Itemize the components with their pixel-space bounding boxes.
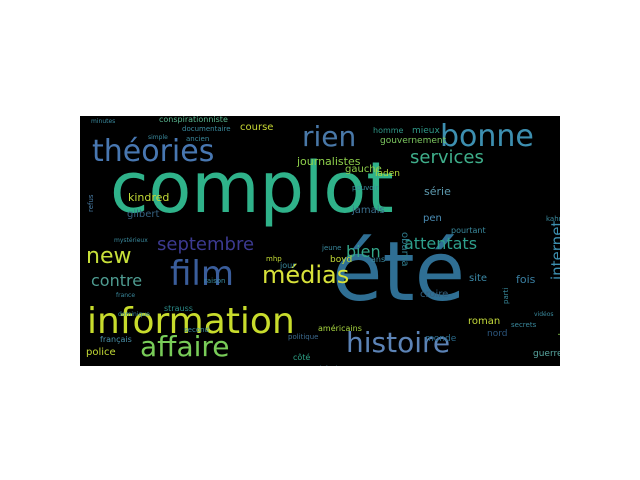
word-internet: internet	[548, 221, 560, 280]
word-france: france	[116, 292, 135, 299]
word-vidéos: vidéos	[534, 311, 554, 318]
word-homme: homme	[373, 126, 404, 135]
word-parti: parti	[502, 288, 510, 304]
word-croire: croire	[420, 289, 448, 300]
word-kindred: kindred	[128, 191, 169, 204]
word-cloud: complot été information histoire théories bon…	[80, 116, 560, 366]
word-pen: pen	[423, 213, 442, 224]
word-strauss: strauss	[164, 304, 193, 313]
word-york: york	[558, 329, 560, 350]
word-pouvoir: pouvoir	[352, 184, 379, 192]
word-jamais: jamais	[351, 205, 385, 216]
word-simple: simple	[148, 134, 168, 141]
word-contre: contre	[91, 271, 142, 290]
word-côté: côté	[293, 352, 310, 362]
word-ancien: ancien	[186, 135, 209, 143]
word-américains: américains	[318, 323, 362, 333]
word-dominique: dominique	[118, 311, 150, 318]
word-théories: théories	[92, 134, 214, 169]
word-conspirationniste: conspirationniste	[159, 116, 228, 124]
word-bonne: bonne	[440, 119, 534, 154]
word-ans: ans	[371, 255, 385, 264]
word-kahn: kahn	[546, 215, 560, 223]
word-septembre: septembre	[157, 234, 254, 255]
word-refus: refus	[87, 194, 95, 212]
word-français: français	[100, 335, 132, 344]
word-attentats: attentats	[404, 234, 477, 253]
word-théorie: théorie	[317, 365, 342, 366]
word-monde: monde	[425, 334, 457, 344]
word-mhp: mhp	[266, 255, 282, 263]
word-nord: nord	[487, 329, 507, 339]
word-secrets: secrets	[511, 321, 537, 329]
word-police: police	[86, 347, 116, 358]
word-complot: complot	[110, 147, 394, 229]
word-série: série	[424, 185, 451, 198]
word-gilbert: gilbert	[127, 209, 160, 220]
word-journalistes: journalistes	[296, 155, 361, 168]
word-second: second	[184, 326, 209, 334]
word-affaire: affaire	[140, 330, 230, 363]
word-pourtant: pourtant	[451, 226, 486, 235]
word-fois: fois	[516, 273, 536, 286]
word-guerre: guerre	[533, 349, 560, 359]
word-été: été	[332, 225, 465, 320]
word-obama: obama	[399, 232, 410, 266]
word-information: information	[87, 301, 295, 342]
word-mystérieux: mystérieux	[114, 237, 148, 244]
word-services: services	[410, 147, 484, 168]
word-jour: jour	[279, 261, 296, 270]
word-site: site	[469, 273, 487, 284]
word-new: new	[86, 244, 131, 269]
word-course: course	[240, 122, 273, 133]
word-mieux: mieux	[412, 126, 441, 136]
word-histoire: histoire	[346, 326, 450, 359]
word-boyd: boyd	[330, 255, 352, 265]
word-jeune: jeune	[321, 244, 341, 252]
word-roman: roman	[468, 316, 500, 327]
word-rien: rien	[302, 120, 356, 153]
word-bien: bien	[346, 242, 381, 261]
word-minutes: minutes	[91, 118, 115, 125]
word-documentaire: documentaire	[182, 125, 231, 133]
word-gauche: gauche	[345, 164, 382, 175]
word-médias: médias	[262, 261, 349, 289]
word-film: film	[170, 254, 234, 294]
word-laden: laden	[375, 169, 400, 179]
word-politique: politique	[288, 333, 319, 341]
word-raison: raison	[204, 277, 225, 285]
word-gouvernement: gouvernement	[380, 136, 447, 146]
